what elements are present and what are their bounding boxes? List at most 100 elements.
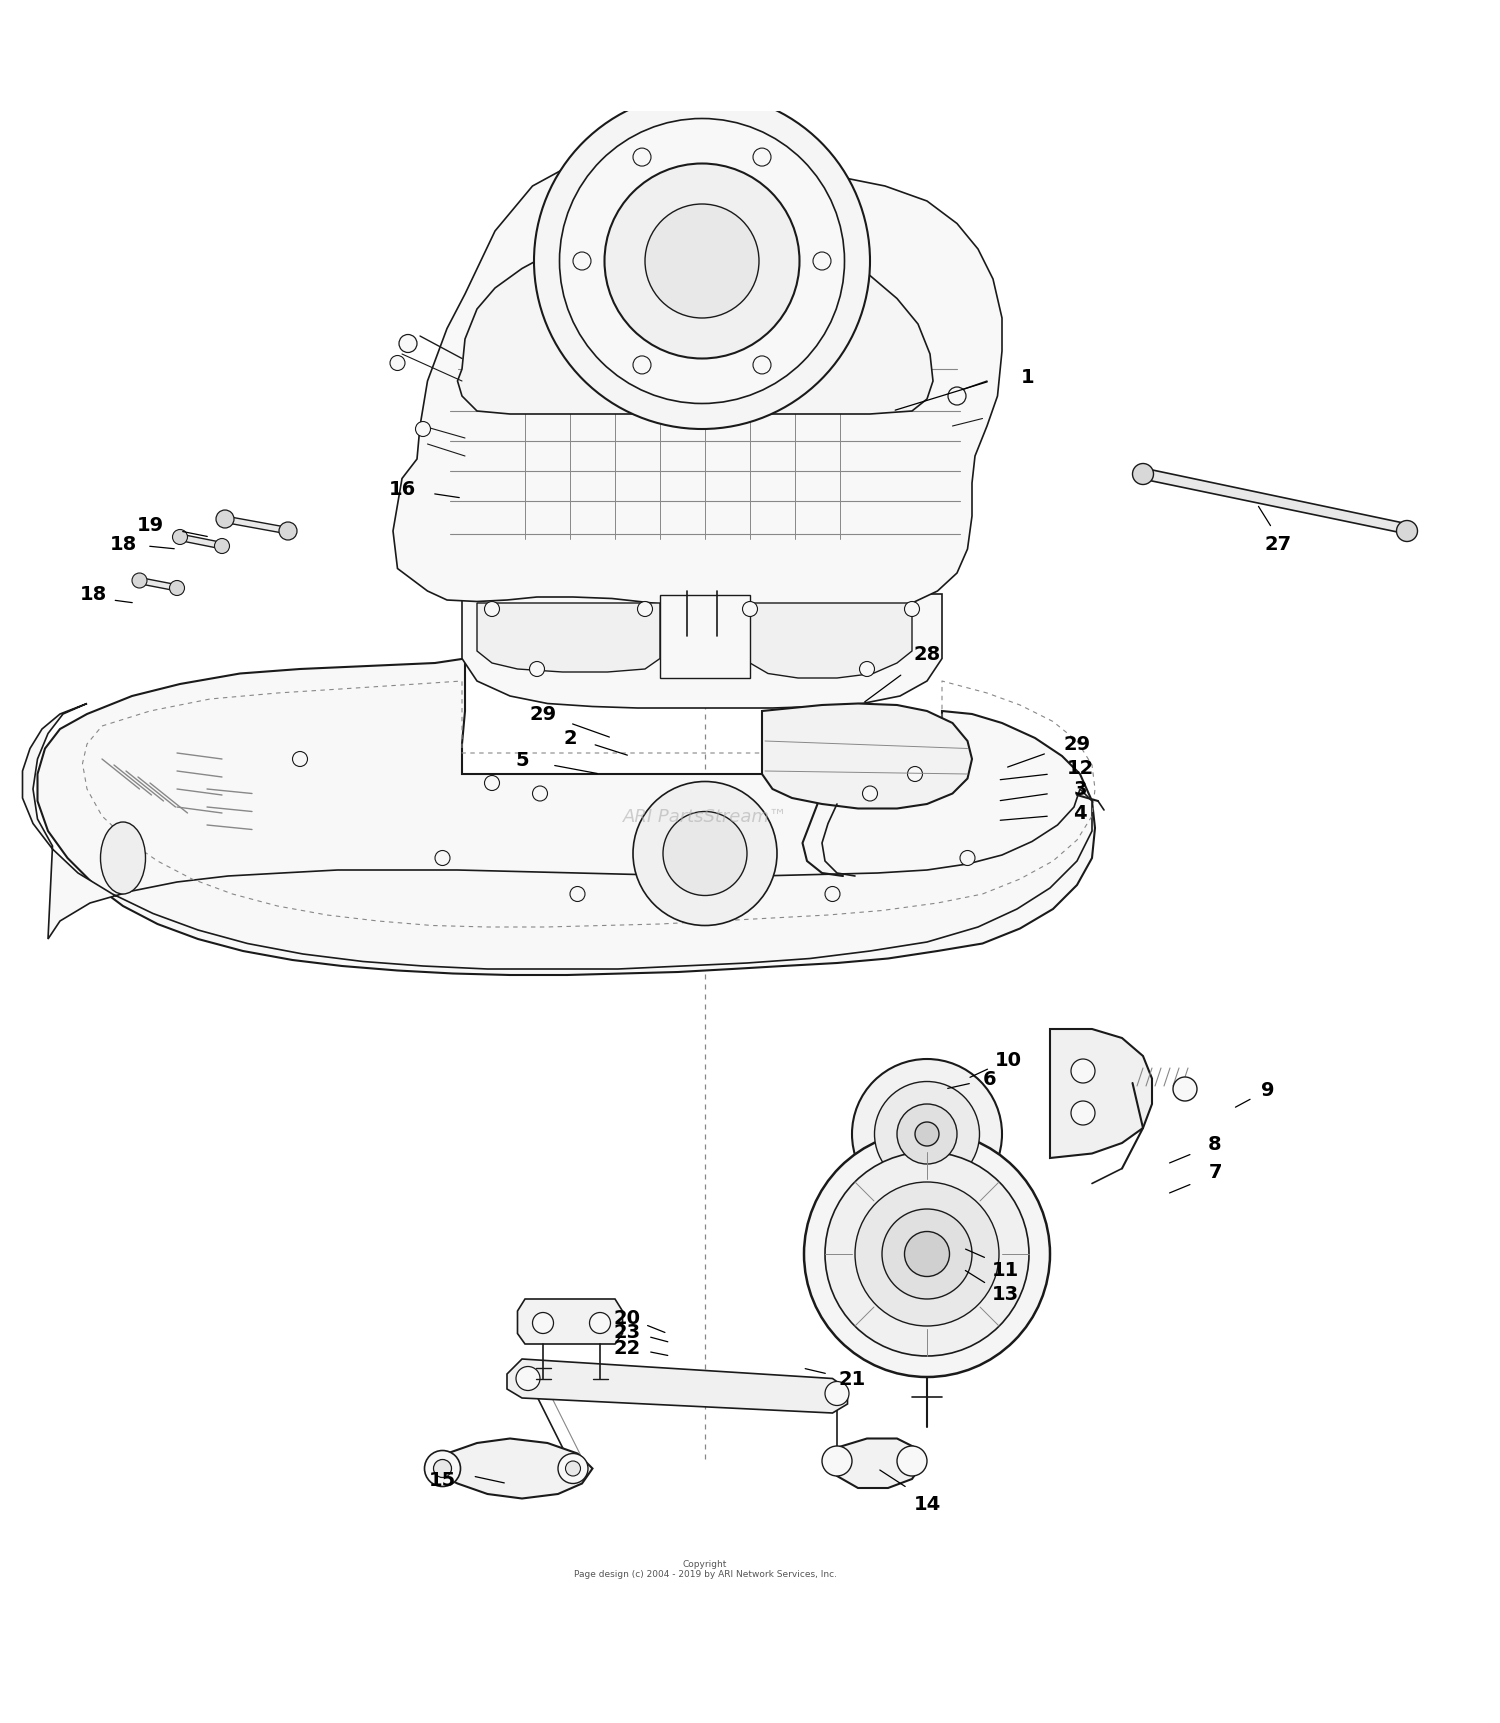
Polygon shape — [138, 579, 178, 591]
Polygon shape — [177, 534, 225, 550]
Circle shape — [663, 812, 747, 896]
Circle shape — [825, 1382, 849, 1406]
Text: 3: 3 — [1074, 781, 1086, 799]
Text: 16: 16 — [388, 481, 416, 500]
Circle shape — [645, 205, 759, 319]
Polygon shape — [458, 226, 933, 415]
Circle shape — [908, 767, 922, 782]
Circle shape — [897, 1104, 957, 1165]
Circle shape — [915, 1122, 939, 1146]
Circle shape — [633, 148, 651, 167]
Text: 2: 2 — [562, 729, 578, 748]
Polygon shape — [833, 1439, 922, 1489]
Text: 11: 11 — [992, 1260, 1018, 1278]
Circle shape — [859, 662, 874, 677]
Circle shape — [558, 1454, 588, 1484]
Circle shape — [292, 751, 308, 767]
Circle shape — [399, 336, 417, 353]
Polygon shape — [1140, 469, 1413, 534]
Circle shape — [214, 539, 230, 555]
Text: 1: 1 — [1020, 367, 1035, 386]
Polygon shape — [477, 603, 660, 672]
Circle shape — [874, 1082, 980, 1187]
Circle shape — [172, 531, 188, 544]
Circle shape — [862, 786, 877, 801]
Circle shape — [1071, 1060, 1095, 1084]
Circle shape — [897, 1446, 927, 1477]
Circle shape — [753, 148, 771, 167]
Text: 6: 6 — [982, 1070, 998, 1089]
Polygon shape — [427, 1439, 592, 1499]
Circle shape — [753, 357, 771, 374]
Text: 14: 14 — [914, 1494, 940, 1513]
Circle shape — [852, 1060, 1002, 1210]
Text: 8: 8 — [1208, 1134, 1222, 1153]
Circle shape — [825, 1153, 1029, 1356]
Circle shape — [566, 1461, 580, 1477]
Circle shape — [804, 1132, 1050, 1377]
Circle shape — [484, 775, 500, 791]
Text: 20: 20 — [614, 1308, 640, 1327]
Bar — [660, 596, 750, 679]
Circle shape — [904, 1232, 950, 1277]
Circle shape — [516, 1366, 540, 1390]
Circle shape — [216, 510, 234, 529]
Polygon shape — [1050, 1029, 1152, 1158]
Polygon shape — [462, 594, 942, 708]
Circle shape — [573, 253, 591, 271]
Circle shape — [560, 119, 844, 405]
Circle shape — [822, 1446, 852, 1477]
Circle shape — [904, 601, 920, 617]
Polygon shape — [38, 660, 1095, 975]
Ellipse shape — [100, 822, 146, 894]
Circle shape — [882, 1210, 972, 1299]
Circle shape — [530, 662, 544, 677]
Text: 21: 21 — [839, 1370, 866, 1389]
Polygon shape — [507, 1359, 848, 1413]
Text: 27: 27 — [1264, 534, 1292, 553]
Circle shape — [532, 786, 548, 801]
Circle shape — [813, 253, 831, 271]
Circle shape — [570, 887, 585, 901]
Circle shape — [633, 357, 651, 374]
Text: 23: 23 — [614, 1323, 640, 1342]
Text: 29: 29 — [530, 705, 556, 724]
Circle shape — [960, 851, 975, 867]
Text: 10: 10 — [994, 1049, 1022, 1068]
Polygon shape — [222, 517, 291, 534]
Circle shape — [416, 422, 430, 438]
Circle shape — [435, 851, 450, 867]
Text: 28: 28 — [914, 644, 940, 663]
Text: 12: 12 — [1066, 760, 1094, 779]
Circle shape — [742, 601, 758, 617]
Circle shape — [170, 581, 184, 596]
Text: Copyright
Page design (c) 2004 - 2019 by ARI Network Services, Inc.: Copyright Page design (c) 2004 - 2019 by… — [573, 1559, 837, 1578]
Circle shape — [590, 1313, 610, 1334]
Circle shape — [532, 1313, 554, 1334]
Text: 29: 29 — [1064, 736, 1090, 755]
Polygon shape — [750, 603, 912, 679]
Circle shape — [604, 164, 800, 360]
Circle shape — [132, 574, 147, 589]
Text: 22: 22 — [614, 1337, 640, 1356]
Circle shape — [1071, 1101, 1095, 1125]
Polygon shape — [518, 1299, 622, 1344]
Circle shape — [855, 1182, 999, 1327]
Circle shape — [390, 357, 405, 370]
Circle shape — [279, 522, 297, 541]
Polygon shape — [393, 150, 1002, 615]
Circle shape — [825, 887, 840, 901]
Circle shape — [433, 1459, 451, 1478]
Polygon shape — [762, 705, 972, 810]
Text: 9: 9 — [1260, 1080, 1274, 1099]
Circle shape — [534, 95, 870, 429]
Circle shape — [633, 782, 777, 925]
Polygon shape — [22, 705, 1092, 970]
Text: ARI PartsStream™: ARI PartsStream™ — [622, 808, 788, 825]
Text: 19: 19 — [136, 517, 164, 536]
Circle shape — [1132, 463, 1154, 486]
Text: 15: 15 — [429, 1470, 456, 1489]
Circle shape — [638, 601, 652, 617]
Circle shape — [424, 1451, 460, 1487]
Circle shape — [1396, 520, 1417, 543]
